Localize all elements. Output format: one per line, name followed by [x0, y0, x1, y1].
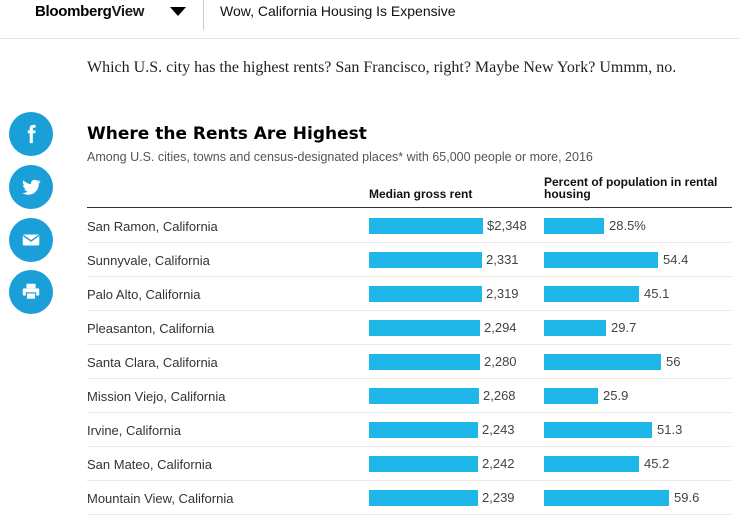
table-row: Sunnyvale, California 2,331 54.4 — [87, 242, 732, 277]
rent-bar — [369, 354, 480, 370]
column-header-rent: Median gross rent — [369, 187, 473, 201]
table-row: Pleasanton, California 2,294 29.7 — [87, 310, 732, 345]
intro-paragraph: Which U.S. city has the highest rents? S… — [87, 59, 677, 76]
rent-bar — [369, 456, 478, 472]
percent-bar — [544, 456, 639, 472]
facebook-icon — [27, 124, 36, 144]
print-icon — [22, 283, 40, 300]
chevron-down-icon[interactable] — [170, 7, 186, 16]
chart-subtitle: Among U.S. cities, towns and census-desi… — [87, 150, 593, 164]
percent-value: 25.9 — [603, 388, 629, 403]
rent-value: 2,242 — [482, 456, 515, 471]
table-row: Irvine, California 2,243 51.3 — [87, 412, 732, 447]
percent-value: 45.1 — [644, 286, 670, 301]
percent-bar — [544, 218, 604, 234]
email-icon — [22, 234, 40, 246]
city-name: Mountain View, California — [87, 491, 234, 506]
top-bar: BloombergView Wow, California Housing Is… — [0, 0, 740, 39]
article-headline: Wow, California Housing Is Expensive — [220, 3, 456, 19]
chart-title: Where the Rents Are Highest — [87, 124, 367, 144]
rent-bar — [369, 422, 478, 438]
city-name: Santa Clara, California — [87, 355, 218, 370]
twitter-icon — [22, 179, 41, 195]
percent-value: 54.4 — [663, 252, 689, 267]
city-name: Irvine, California — [87, 423, 181, 438]
column-header-percent: Percent of population in rental housing — [544, 175, 718, 201]
rent-bar — [369, 218, 483, 234]
percent-bar — [544, 252, 658, 268]
percent-value: 28.5% — [609, 218, 646, 233]
percent-value: 59.6 — [674, 490, 700, 505]
percent-bar — [544, 286, 639, 302]
rent-bar — [369, 490, 478, 506]
rent-value: 2,280 — [484, 354, 517, 369]
table-row: Santa Clara, California 2,280 56 — [87, 344, 732, 379]
rent-value: 2,243 — [482, 422, 515, 437]
percent-value: 51.3 — [657, 422, 683, 437]
percent-bar — [544, 422, 652, 438]
city-name: San Ramon, California — [87, 219, 218, 234]
rent-value: 2,268 — [483, 388, 516, 403]
rent-value: 2,319 — [486, 286, 519, 301]
rent-value: $2,348 — [487, 218, 527, 233]
table-row: Palo Alto, California 2,319 45.1 — [87, 276, 732, 311]
rent-bar — [369, 320, 480, 336]
rent-value: 2,331 — [486, 252, 519, 267]
table-row: San Mateo, California 2,242 45.2 — [87, 446, 732, 481]
rent-value: 2,239 — [482, 490, 515, 505]
table-row: San Ramon, California $2,348 28.5% — [87, 208, 732, 243]
city-name: Mission Viejo, California — [87, 389, 226, 404]
brand-view: View — [111, 3, 145, 20]
rent-bar — [369, 286, 482, 302]
brand-bloomberg: Bloomberg — [35, 3, 112, 20]
percent-bar — [544, 388, 598, 404]
email-share-button[interactable] — [9, 218, 53, 262]
table-row: Mountain View, California 2,239 59.6 — [87, 480, 732, 515]
table-row: Mission Viejo, California 2,268 25.9 — [87, 378, 732, 413]
rent-value: 2,294 — [484, 320, 517, 335]
city-name: Pleasanton, California — [87, 321, 215, 336]
brand-logo[interactable]: BloombergView — [35, 3, 144, 20]
percent-bar — [544, 320, 606, 336]
percent-bar — [544, 490, 669, 506]
city-name: San Mateo, California — [87, 457, 213, 472]
percent-value: 45.2 — [644, 456, 670, 471]
print-button[interactable] — [9, 270, 53, 314]
header-rule — [87, 207, 732, 208]
city-name: Palo Alto, California — [87, 287, 201, 302]
rent-bar — [369, 252, 482, 268]
rent-bar — [369, 388, 479, 404]
percent-bar — [544, 354, 661, 370]
twitter-share-button[interactable] — [9, 165, 53, 209]
header-divider — [203, 0, 204, 30]
percent-value: 29.7 — [611, 320, 637, 335]
percent-value: 56 — [666, 354, 681, 369]
facebook-share-button[interactable] — [9, 112, 53, 156]
city-name: Sunnyvale, California — [87, 253, 210, 268]
